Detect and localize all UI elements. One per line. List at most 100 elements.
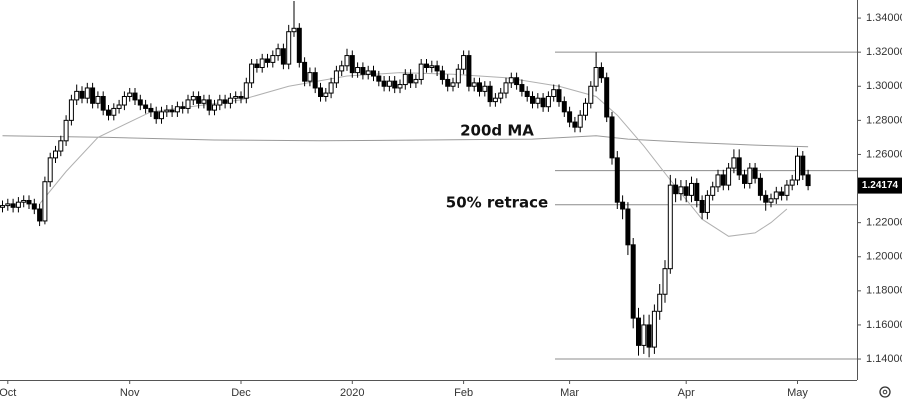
candle-body — [455, 68, 461, 84]
last-price-box — [858, 177, 902, 194]
y-tick-label: 1.18000 — [866, 285, 902, 297]
y-tick-label: 1.28000 — [866, 114, 902, 126]
candle-body — [683, 186, 689, 196]
candle-body — [789, 179, 795, 186]
candle-body — [106, 109, 111, 116]
x-tick-label: Oct — [0, 387, 16, 399]
candle-body — [567, 111, 573, 123]
candle-body — [323, 92, 329, 97]
candle-body — [593, 67, 599, 87]
candle-body — [137, 99, 143, 106]
candle-body — [492, 97, 498, 103]
candle-body — [577, 114, 583, 128]
x-tick-label: Feb — [454, 387, 473, 399]
y-tick-label: 1.22000 — [866, 217, 902, 229]
candle-body — [333, 70, 339, 84]
gear-ring[interactable] — [879, 386, 891, 398]
candle-body — [704, 194, 710, 213]
y-tick-label: 1.14000 — [866, 353, 902, 365]
candle-body — [424, 63, 429, 69]
candle-body — [551, 89, 557, 97]
x-tick-label: Mar — [560, 387, 579, 399]
candle-body — [286, 31, 292, 65]
candle-body — [21, 199, 27, 203]
candle-body — [625, 208, 631, 246]
x-tick-label: 2020 — [340, 387, 364, 399]
candle-body — [450, 82, 456, 87]
candle-body — [318, 87, 323, 97]
candle-body — [254, 63, 260, 69]
candle-body — [477, 82, 482, 92]
candle-body — [190, 95, 196, 101]
candle-body — [641, 324, 647, 346]
candle-body — [212, 104, 217, 111]
candle-body — [180, 106, 186, 109]
candle-body — [185, 99, 191, 109]
candle-body — [418, 63, 424, 80]
x-tick-label: Nov — [120, 387, 140, 399]
candle-body — [355, 67, 361, 74]
candle-body — [58, 140, 64, 152]
candle-body — [174, 106, 180, 113]
candle-body — [143, 104, 149, 109]
candle-body — [222, 99, 228, 104]
candle-body — [604, 77, 610, 118]
candle-body — [657, 293, 663, 312]
candle-body — [540, 97, 546, 108]
candle-body — [429, 65, 435, 69]
candle-body — [259, 58, 265, 69]
candle-body — [238, 95, 244, 99]
candle-body — [535, 97, 541, 104]
candle-body — [169, 109, 175, 113]
candle-body — [805, 174, 811, 187]
candle-body — [74, 90, 80, 101]
candle-body — [68, 99, 74, 121]
candle-body — [795, 155, 800, 181]
candle-body — [630, 244, 636, 319]
candle-body — [598, 67, 604, 79]
candle-body — [392, 80, 398, 89]
candle-body — [736, 157, 742, 176]
candle-body — [784, 184, 790, 196]
candle-body — [620, 201, 626, 210]
candle-body — [445, 78, 451, 87]
candle-body — [651, 310, 657, 348]
candle-body — [42, 181, 48, 222]
gear-hub[interactable] — [882, 389, 888, 395]
candle-body — [572, 121, 578, 128]
candle-body — [249, 63, 255, 84]
candle-body — [757, 177, 763, 196]
x-tick-label: May — [787, 387, 808, 399]
candle-body — [508, 77, 514, 84]
settings-icon[interactable] — [879, 386, 891, 398]
candle-body — [233, 95, 239, 99]
candle-body — [10, 203, 16, 208]
candle-body — [116, 104, 122, 109]
candle-body — [95, 95, 101, 104]
candle-body — [360, 67, 366, 75]
candle-body — [227, 97, 233, 104]
y-tick-label: 1.20000 — [866, 251, 902, 263]
candle-body — [275, 48, 281, 57]
candle-body — [79, 90, 85, 99]
candle-body — [307, 72, 313, 82]
annotation: 50% retrace — [446, 194, 548, 212]
candle-body — [371, 70, 376, 77]
candle-body — [397, 84, 403, 89]
candle-body — [100, 95, 106, 111]
candle-body — [376, 75, 382, 82]
y-tick-label: 1.16000 — [866, 319, 902, 331]
candle-body — [5, 203, 11, 207]
candle-body — [196, 95, 202, 104]
candle-body — [153, 111, 159, 120]
candle-body — [678, 186, 684, 195]
candle-body — [344, 55, 350, 67]
candle-body — [434, 65, 440, 72]
candle-body — [111, 107, 117, 116]
candle-body — [609, 116, 615, 159]
candle-body — [673, 184, 679, 195]
candle-body — [556, 89, 562, 103]
candle-body — [768, 198, 774, 203]
